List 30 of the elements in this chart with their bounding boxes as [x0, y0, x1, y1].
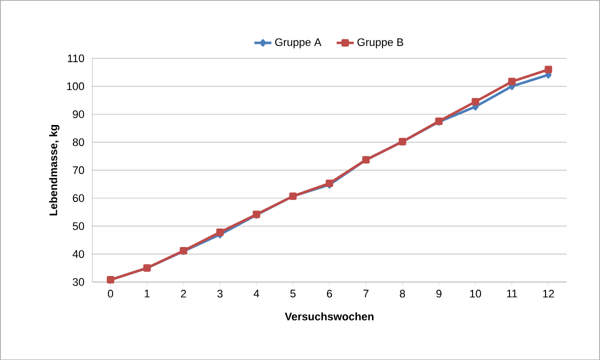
- legend-label: Gruppe A: [275, 38, 322, 48]
- x-tick-label: 11: [507, 290, 518, 298]
- x-axis-title: Versuchswochen: [284, 312, 374, 320]
- point: [216, 228, 224, 236]
- x-tick-label: 6: [326, 290, 332, 298]
- x-tick-label: 10: [470, 290, 482, 298]
- x-tick-label: 4: [254, 290, 260, 298]
- point: [472, 98, 480, 106]
- y-tick-label: 90: [72, 110, 84, 118]
- x-tick-label: 9: [436, 290, 442, 298]
- y-tick-label: 50: [72, 222, 84, 230]
- x-tick-label: 1: [144, 290, 150, 298]
- y-tick-label: 100: [67, 82, 84, 90]
- y-tick-label: 40: [72, 250, 84, 258]
- y-tick-label: 60: [72, 194, 84, 202]
- x-tick-label: 12: [543, 290, 554, 298]
- y-tick-label: 70: [72, 166, 84, 174]
- point: [508, 78, 516, 86]
- x-tick-label: 2: [181, 290, 186, 298]
- x-tick-label: 0: [108, 290, 114, 298]
- x-tick-label: 3: [217, 290, 223, 298]
- point: [544, 66, 552, 74]
- x-tick-label: 8: [400, 290, 405, 298]
- y-tick-label: 80: [72, 138, 84, 146]
- x-tick-label: 5: [290, 290, 296, 298]
- x-tick-label: 7: [363, 290, 368, 298]
- y-axis-title: Lebendmasse, kg: [49, 124, 60, 216]
- y-tick-label: 30: [72, 278, 84, 286]
- legend-label: Gruppe B: [357, 38, 404, 48]
- y-tick-label: 110: [68, 54, 84, 62]
